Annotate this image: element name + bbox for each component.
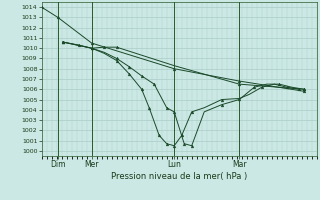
X-axis label: Pression niveau de la mer( hPa ): Pression niveau de la mer( hPa )	[111, 172, 247, 181]
